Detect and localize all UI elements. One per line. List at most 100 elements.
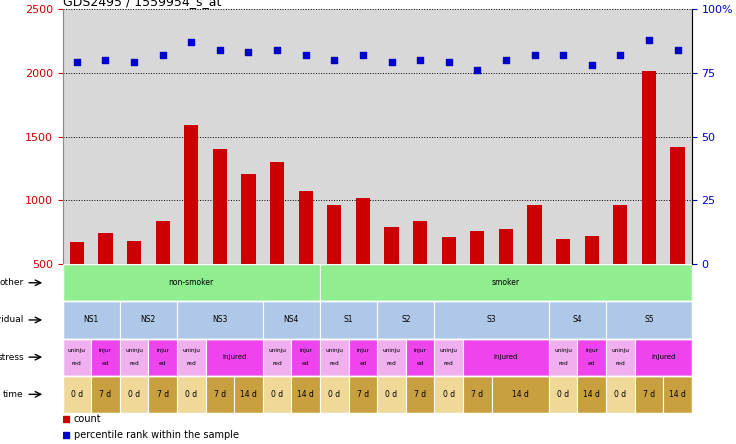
Bar xyxy=(549,376,578,413)
Text: individual: individual xyxy=(0,315,24,325)
Text: 7 d: 7 d xyxy=(471,390,484,399)
Bar xyxy=(606,338,634,376)
Text: 7 d: 7 d xyxy=(357,390,369,399)
Bar xyxy=(63,376,692,413)
Text: 7 d: 7 d xyxy=(414,390,426,399)
Bar xyxy=(355,198,370,328)
Bar xyxy=(349,338,377,376)
Bar xyxy=(177,301,263,338)
Text: ed: ed xyxy=(102,361,109,366)
Bar xyxy=(149,376,177,413)
Text: 7 d: 7 d xyxy=(157,390,169,399)
Bar xyxy=(184,125,199,328)
Bar xyxy=(320,264,692,301)
Point xyxy=(472,67,484,74)
Bar xyxy=(299,191,313,328)
Bar xyxy=(377,376,406,413)
Text: uninju: uninju xyxy=(325,348,343,353)
Point xyxy=(672,46,684,53)
Bar xyxy=(377,301,434,338)
Text: 14 d: 14 d xyxy=(512,390,528,399)
Bar xyxy=(149,338,177,376)
Point xyxy=(615,52,626,59)
Point xyxy=(357,52,369,59)
Text: 0 d: 0 d xyxy=(128,390,140,399)
Point xyxy=(214,46,226,53)
Text: injur: injur xyxy=(300,348,312,353)
Bar xyxy=(406,376,434,413)
Bar xyxy=(263,338,291,376)
Text: 0 d: 0 d xyxy=(271,390,283,399)
Text: injur: injur xyxy=(99,348,112,353)
Text: red: red xyxy=(386,361,397,366)
Text: uninju: uninju xyxy=(183,348,200,353)
Bar xyxy=(120,376,149,413)
Point xyxy=(414,56,426,63)
Point xyxy=(128,59,140,66)
Text: 0 d: 0 d xyxy=(442,390,455,399)
Text: red: red xyxy=(72,361,82,366)
Text: 0 d: 0 d xyxy=(71,390,83,399)
Text: uninju: uninju xyxy=(268,348,286,353)
Text: red: red xyxy=(444,361,453,366)
Text: time: time xyxy=(3,390,24,399)
Bar xyxy=(320,376,349,413)
Bar xyxy=(320,338,349,376)
Point xyxy=(185,39,197,46)
Bar xyxy=(406,338,434,376)
Text: uninju: uninju xyxy=(612,348,629,353)
Text: 14 d: 14 d xyxy=(240,390,257,399)
Text: red: red xyxy=(130,361,139,366)
Bar xyxy=(70,242,84,328)
Bar xyxy=(606,301,692,338)
Point xyxy=(386,59,397,66)
Bar xyxy=(91,338,120,376)
Point xyxy=(586,62,598,69)
Bar xyxy=(549,338,578,376)
Bar xyxy=(63,338,91,376)
Text: 0 d: 0 d xyxy=(185,390,197,399)
Text: uninju: uninju xyxy=(383,348,400,353)
Text: NS2: NS2 xyxy=(141,315,156,325)
Bar xyxy=(470,231,484,328)
Bar xyxy=(63,301,120,338)
Bar xyxy=(528,206,542,328)
Point xyxy=(300,52,311,59)
Text: 14 d: 14 d xyxy=(669,390,686,399)
Point xyxy=(643,36,655,43)
Bar xyxy=(499,229,513,328)
Point xyxy=(71,59,82,66)
Bar xyxy=(670,147,684,328)
Text: red: red xyxy=(272,361,282,366)
Bar xyxy=(556,239,570,328)
Bar xyxy=(270,162,284,328)
Bar xyxy=(234,376,263,413)
Bar xyxy=(578,338,606,376)
Text: 14 d: 14 d xyxy=(297,390,314,399)
Point xyxy=(243,49,255,56)
Text: other: other xyxy=(0,278,24,287)
Bar xyxy=(63,264,320,301)
Text: 0 d: 0 d xyxy=(557,390,569,399)
Point xyxy=(528,52,540,59)
Text: ed: ed xyxy=(359,361,367,366)
Point xyxy=(157,52,169,59)
Bar xyxy=(241,174,255,328)
Bar xyxy=(63,376,91,413)
Bar xyxy=(327,206,342,328)
Text: 7 d: 7 d xyxy=(99,390,112,399)
Bar xyxy=(291,338,320,376)
Bar xyxy=(634,376,663,413)
Bar xyxy=(663,376,692,413)
Text: percentile rank within the sample: percentile rank within the sample xyxy=(74,430,238,440)
Bar xyxy=(63,264,692,301)
Bar xyxy=(434,301,549,338)
Text: red: red xyxy=(330,361,339,366)
Text: 0 d: 0 d xyxy=(328,390,340,399)
Text: 0 d: 0 d xyxy=(386,390,397,399)
Text: non-smoker: non-smoker xyxy=(169,278,214,287)
Bar xyxy=(549,301,606,338)
Bar xyxy=(377,338,406,376)
Text: 7 d: 7 d xyxy=(643,390,655,399)
Text: S3: S3 xyxy=(486,315,496,325)
